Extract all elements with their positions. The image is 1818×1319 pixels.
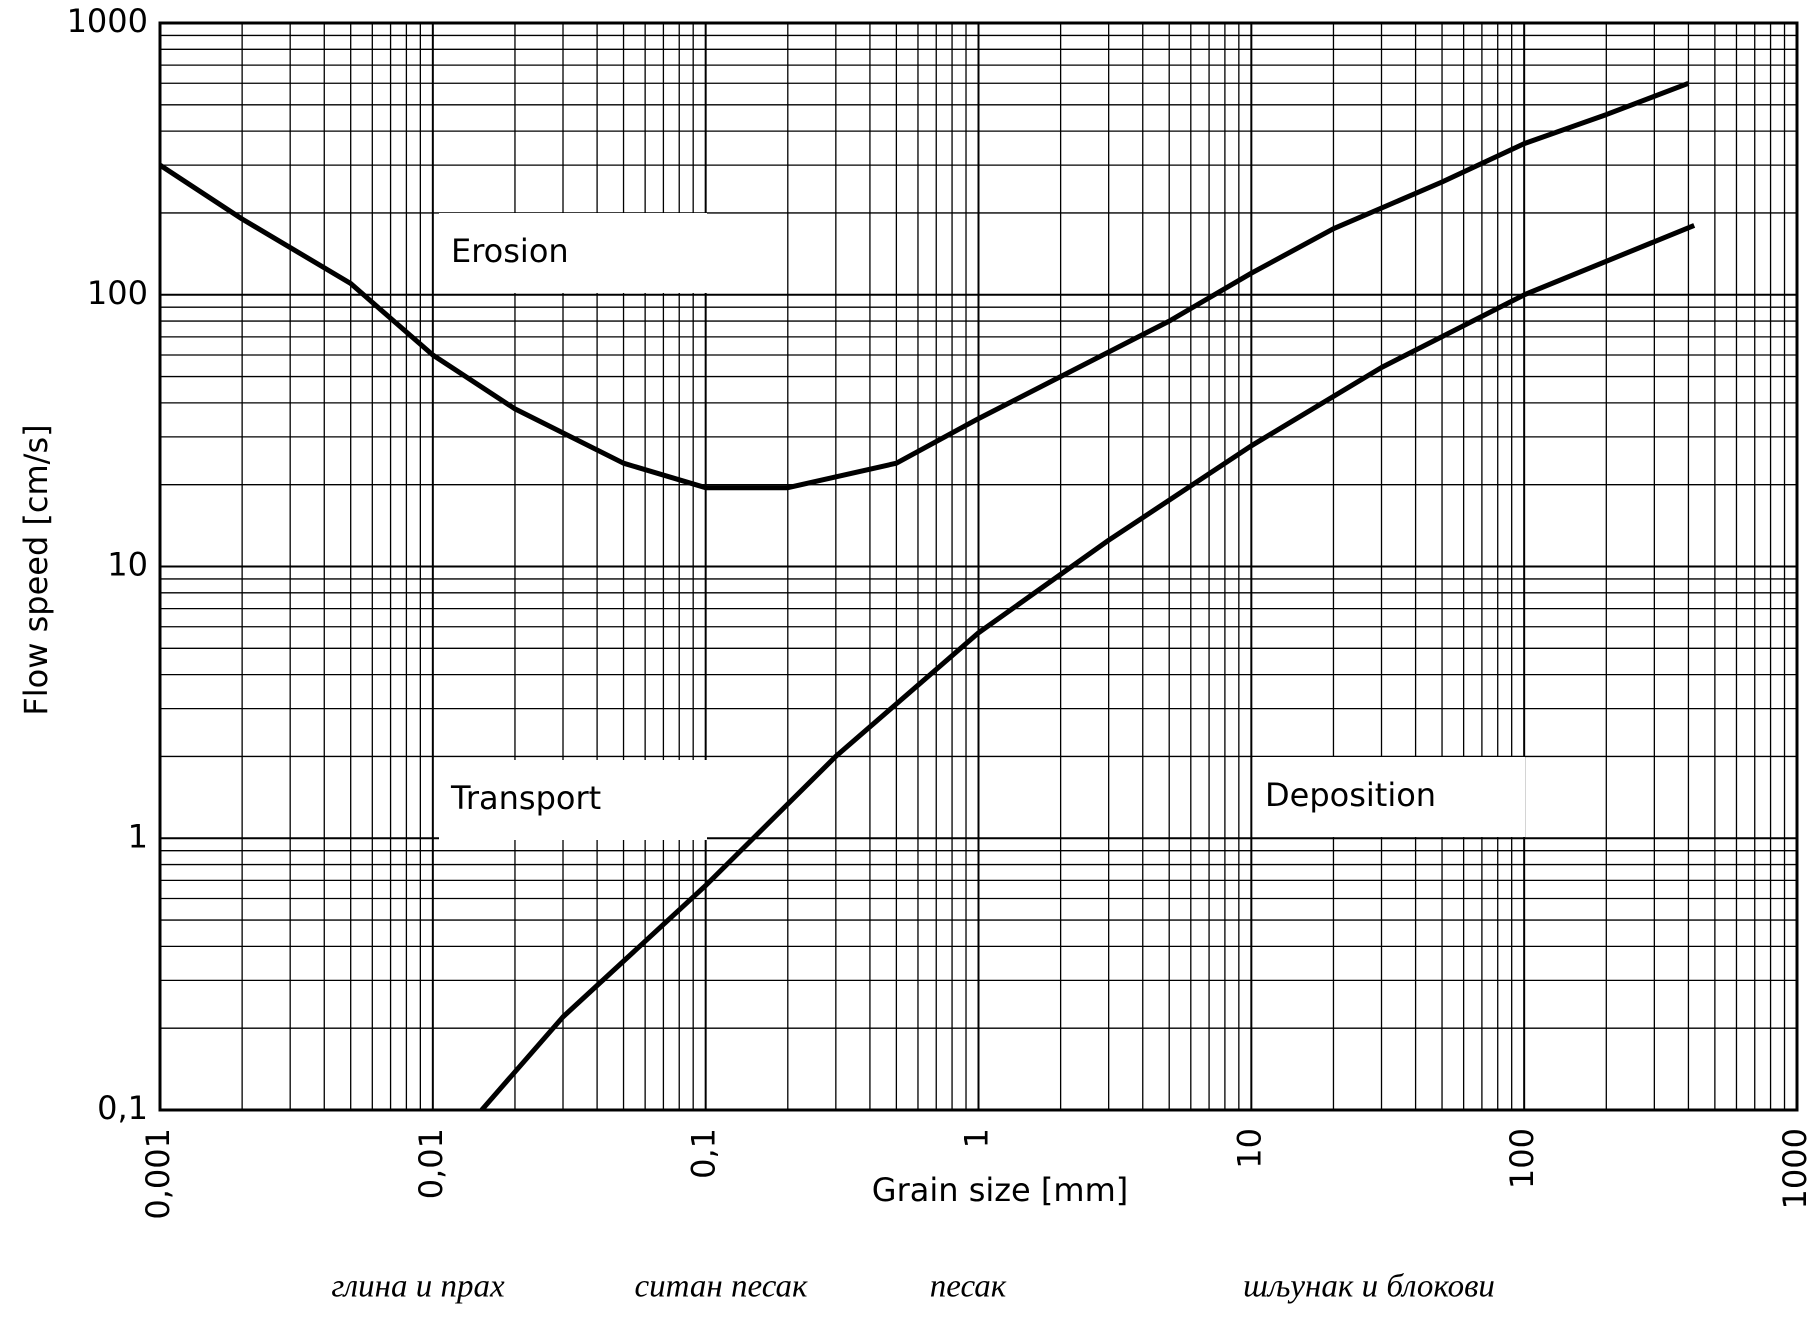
y-tick-label: 10 <box>107 546 148 584</box>
x-tick-label: 100 <box>1503 1128 1541 1189</box>
x-tick-label: 0,001 <box>139 1128 177 1220</box>
y-tick-label: 100 <box>87 274 148 312</box>
grid <box>159 22 1798 1111</box>
region-label: Erosion <box>451 232 569 270</box>
label-box <box>1253 757 1525 837</box>
y-tick-label: 1000 <box>67 2 148 40</box>
grain-class-label: ситан песак <box>635 1269 809 1305</box>
region-label: Deposition <box>1265 776 1436 814</box>
label-box <box>439 760 707 840</box>
y-tick-label: 1 <box>128 817 148 855</box>
plot-frame <box>158 21 1799 1112</box>
curve <box>160 80 1690 491</box>
x-tick-label: 10 <box>1230 1128 1268 1169</box>
x-tick-label: 1000 <box>1776 1128 1814 1209</box>
curve <box>479 223 1696 1110</box>
region-labels: Erosion Transport Deposition <box>439 213 1525 840</box>
region-label: Transport <box>450 779 601 817</box>
grain-class-label: глина и прах <box>331 1269 505 1305</box>
x-axis-title: Grain size [mm] <box>872 1171 1128 1209</box>
grain-class-label: песак <box>930 1269 1007 1305</box>
x-tick-label: 0,01 <box>412 1128 450 1199</box>
y-tick-label: 0,1 <box>97 1089 148 1127</box>
y-axis-title: Flow speed [cm/s] <box>17 424 55 715</box>
label-box <box>439 213 707 293</box>
x-tick-label: 0,1 <box>685 1128 723 1179</box>
curves <box>160 80 1696 1110</box>
x-tick-label: 1 <box>958 1128 996 1148</box>
grain-class-label: шљунак и блокови <box>1243 1269 1495 1305</box>
